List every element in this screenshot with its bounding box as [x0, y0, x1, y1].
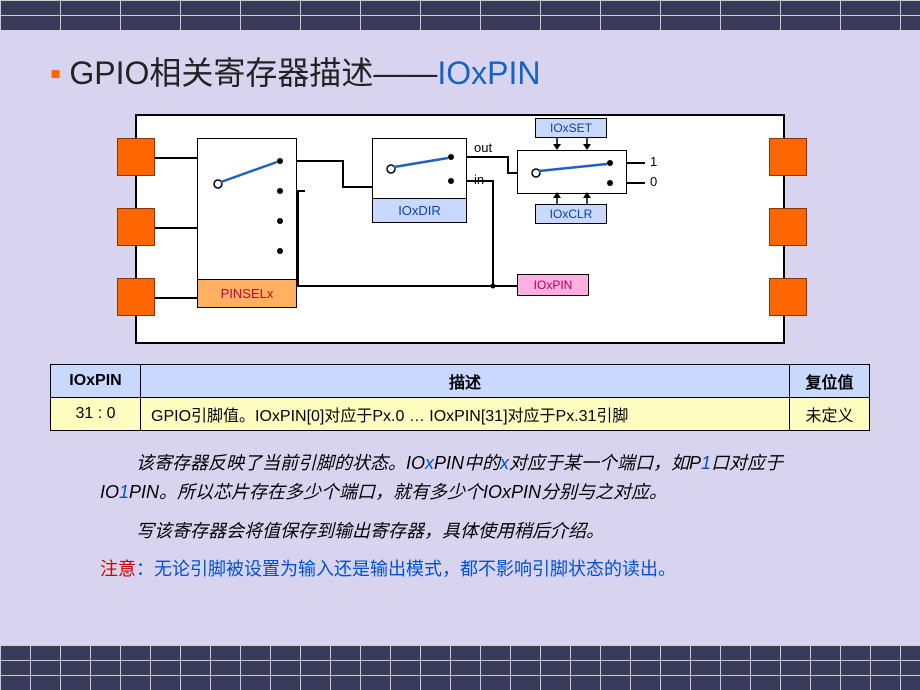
paragraph-2: 写该寄存器会将值保存到输出寄存器，具体使用稍后介绍。 — [100, 517, 840, 546]
paragraph-3: 注意：无论引脚被设置为输入还是输出模式，都不影响引脚状态的读出。 — [100, 555, 840, 584]
table-header: 描述 — [141, 365, 790, 398]
setclr-group: IOxSET IOxCLR — [517, 116, 627, 224]
title-highlight: IOxPIN — [437, 55, 540, 91]
ioxdir-label: IOxDIR — [373, 198, 466, 222]
ioxpin-label: IOxPIN — [517, 274, 589, 296]
brick-border-top — [0, 0, 920, 30]
slide-title: ▪GPIO相关寄存器描述——IOxPIN — [50, 48, 870, 94]
paragraph-1: 该寄存器反映了当前引脚的状态。IOxPIN中的x对应于某一个端口，如P1口对应于… — [100, 449, 840, 507]
out-label: out — [474, 140, 492, 155]
pin-square — [117, 138, 155, 176]
note-label: 注意 — [100, 559, 136, 579]
logic-zero-label: 0 — [650, 174, 657, 189]
pinselx-block: PINSELx — [197, 138, 297, 308]
title-prefix: GPIO相关寄存器描述—— — [69, 55, 437, 91]
desc-cell: GPIO引脚值。IOxPIN[0]对应于Px.0 … IOxPIN[31]对应于… — [141, 398, 790, 431]
register-table: IOxPIN 描述 复位值 31 : 0 GPIO引脚值。IOxPIN[0]对应… — [50, 364, 870, 431]
table-header: 复位值 — [790, 365, 870, 398]
reset-cell: 未定义 — [790, 398, 870, 431]
table-header: IOxPIN — [51, 365, 141, 398]
pin-square — [117, 278, 155, 316]
table-row: 31 : 0 GPIO引脚值。IOxPIN[0]对应于Px.0 … IOxPIN… — [51, 398, 870, 431]
brick-border-bottom — [0, 645, 920, 690]
bits-cell: 31 : 0 — [51, 398, 141, 431]
setclr-arrows-icon — [517, 116, 627, 224]
title-bullet: ▪ — [50, 55, 61, 91]
pin-square — [769, 208, 807, 246]
pin-square — [117, 208, 155, 246]
circuit-diagram: PINSELx IOxDIR out in — [135, 114, 785, 344]
pin-square — [769, 138, 807, 176]
ioxdir-block: IOxDIR — [372, 138, 467, 223]
pinselx-label: PINSELx — [198, 279, 296, 307]
pin-square — [769, 278, 807, 316]
logic-one-label: 1 — [650, 154, 657, 169]
